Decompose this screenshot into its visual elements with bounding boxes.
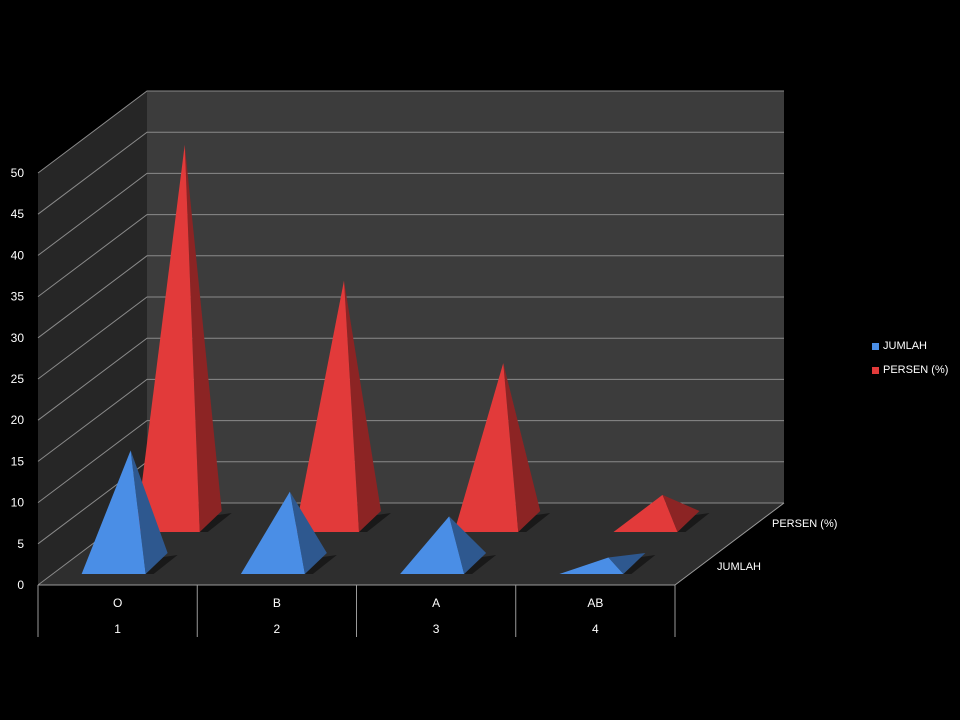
gridline: [37, 255, 784, 339]
y-tick-label: 20: [11, 413, 25, 427]
pyramid-persen-a: [454, 363, 551, 532]
y-axis: 0 5 10 15 20 25 30 35 40 45 50: [11, 166, 25, 592]
pyramid-jumlah-a: [400, 516, 497, 574]
chart-marks: [81, 144, 710, 574]
x-axis: O 1 B 2 A 3 AB 4: [37, 502, 785, 637]
y-tick-label: 0: [17, 578, 24, 592]
x-index-label: 2: [274, 622, 281, 636]
floor-right-edge: [674, 502, 785, 586]
depth-axis: PERSEN (%) JUMLAH: [717, 518, 837, 573]
pyramid-front-face: [559, 557, 624, 574]
legend-label-jumlah: JUMLAH: [883, 340, 928, 352]
pyramid-side-face: [608, 553, 646, 574]
x-index-label: 3: [433, 622, 440, 636]
pyramid-persen-b: [294, 280, 391, 532]
x-tick-label: A: [432, 596, 440, 610]
gridline: [37, 172, 784, 256]
y-tick-label: 30: [11, 331, 25, 345]
gridline: [37, 337, 784, 421]
y-tick-label: 5: [17, 537, 24, 551]
pyramid-side-face: [503, 363, 541, 532]
legend: JUMLAH PERSEN (%): [872, 340, 948, 388]
x-tick-label: B: [273, 596, 281, 610]
pyramid-side-face: [184, 144, 222, 532]
legend-item-persen: PERSEN (%): [872, 364, 948, 376]
legend-label-persen: PERSEN (%): [883, 364, 949, 376]
gridline: [37, 214, 784, 297]
pyramid-jumlah-ab: [559, 553, 656, 574]
depth-tick-label: JUMLAH: [717, 561, 761, 573]
x-index-label: 4: [592, 622, 599, 636]
y-tick-label: 15: [11, 454, 25, 468]
pyramid-side-face: [449, 516, 487, 574]
pyramid-front-face: [294, 280, 359, 532]
pyramid-front-face: [81, 450, 146, 574]
legend-item-jumlah: JUMLAH: [872, 340, 948, 352]
legend-swatch-jumlah: [872, 342, 879, 350]
x-tick-label: AB: [587, 596, 603, 610]
gridline: [37, 378, 784, 462]
gridline: [37, 296, 784, 380]
y-tick-label: 45: [11, 207, 25, 221]
pyramid-jumlah-b: [240, 491, 337, 574]
pyramid-front-face: [613, 494, 678, 532]
pyramid-jumlah-o: [81, 450, 178, 574]
pyramid-persen-ab: [613, 494, 710, 532]
pyramid-side-face: [130, 450, 168, 574]
depth-tick-label: PERSEN (%): [772, 518, 837, 530]
pyramid-front-face: [240, 491, 305, 574]
y-tick-label: 10: [11, 496, 25, 510]
x-tick-label: O: [113, 596, 122, 610]
gridline: [37, 131, 784, 215]
pyramid-front-face: [400, 516, 465, 574]
pyramid-side-face: [343, 280, 381, 532]
y-tick-label: 35: [11, 290, 25, 304]
gridline: [37, 420, 784, 503]
pyramid-side-face: [289, 491, 327, 574]
pyramid-front-face: [135, 144, 200, 532]
pyramid-side-face: [662, 494, 700, 532]
y-tick-label: 50: [11, 166, 25, 180]
x-index-label: 1: [114, 622, 121, 636]
legend-swatch-persen: [872, 366, 879, 374]
y-tick-label: 40: [11, 248, 25, 262]
gridline: [37, 90, 784, 174]
y-tick-label: 25: [11, 372, 25, 386]
pyramid-front-face: [454, 363, 519, 532]
pyramid-persen-o: [135, 144, 232, 532]
